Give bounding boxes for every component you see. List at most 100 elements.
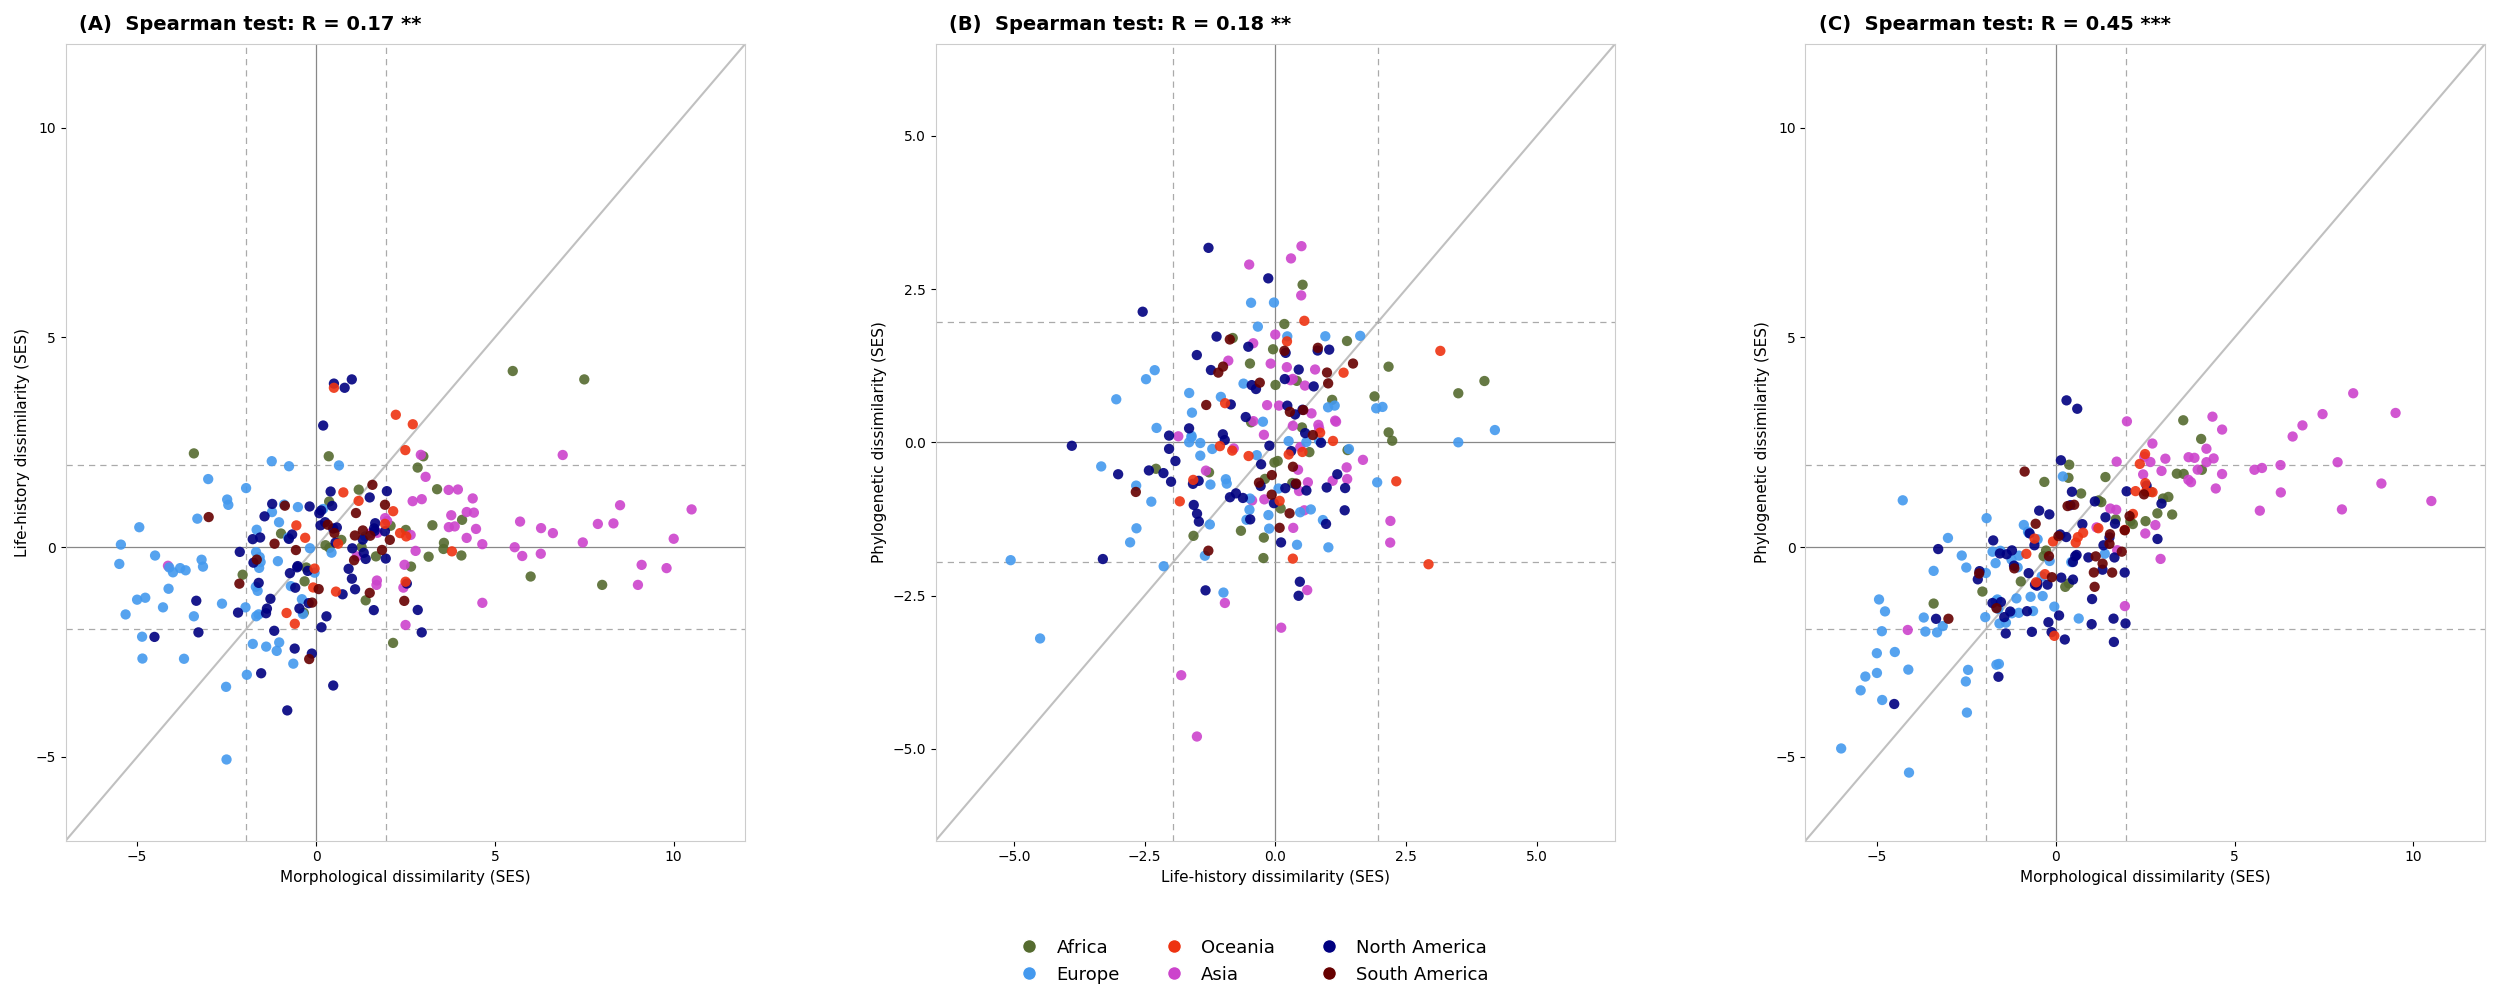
Point — [182, 552, 222, 568]
Point — [1282, 402, 1322, 418]
Point — [2042, 468, 2082, 484]
Point — [442, 547, 483, 563]
Point — [2018, 575, 2058, 591]
Point — [1245, 427, 1285, 443]
Point — [1248, 397, 1288, 413]
Point — [220, 544, 260, 560]
Point — [208, 751, 248, 767]
Point — [2188, 441, 2228, 457]
Point — [165, 562, 205, 578]
Point — [315, 380, 355, 396]
Point — [2030, 506, 2070, 522]
Point — [245, 605, 285, 621]
Point — [2062, 525, 2102, 541]
Point — [1298, 417, 1338, 433]
Point — [1098, 466, 1138, 482]
Point — [2142, 491, 2182, 507]
Point — [2412, 493, 2452, 509]
Point — [320, 457, 360, 473]
Point — [1958, 571, 1998, 587]
Point — [2322, 501, 2362, 517]
Point — [272, 526, 312, 542]
Point — [275, 616, 315, 632]
Y-axis label: Life-history dissimilarity (SES): Life-history dissimilarity (SES) — [15, 328, 30, 557]
Point — [253, 496, 292, 512]
Point — [258, 643, 298, 659]
Point — [265, 497, 305, 513]
Point — [1212, 443, 1252, 459]
Point — [2375, 405, 2415, 421]
Point — [1235, 381, 1275, 397]
Point — [292, 595, 332, 611]
Point — [308, 448, 348, 464]
Point — [2060, 485, 2100, 501]
Point — [1282, 419, 1322, 435]
Point — [2082, 537, 2122, 553]
Point — [1188, 240, 1228, 256]
Point — [1265, 371, 1305, 387]
Point — [1340, 328, 1380, 344]
Point — [1202, 359, 1242, 375]
Point — [1270, 404, 1310, 420]
Point — [1178, 473, 1218, 489]
Point — [1250, 438, 1290, 454]
Point — [322, 532, 362, 548]
Point — [312, 678, 352, 694]
Point — [1980, 616, 2020, 632]
Point — [2010, 525, 2050, 541]
Point — [355, 520, 395, 536]
Point — [1285, 502, 1325, 518]
Point — [280, 600, 320, 616]
Point — [1922, 618, 1962, 634]
Point — [578, 516, 618, 532]
Point — [2045, 579, 2085, 595]
Point — [1368, 424, 1407, 440]
Point — [398, 460, 437, 476]
Point — [392, 493, 432, 509]
Point — [268, 605, 308, 621]
Point — [1260, 493, 1300, 509]
Point — [122, 651, 162, 667]
Point — [1248, 270, 1288, 286]
Point — [238, 606, 278, 622]
Point — [150, 559, 190, 575]
Point — [1240, 375, 1280, 391]
Point — [1975, 555, 2015, 571]
Point — [2055, 548, 2095, 564]
Point — [2075, 493, 2115, 509]
Point — [1820, 740, 1860, 756]
Point — [310, 540, 350, 556]
Point — [370, 532, 410, 548]
Point — [1185, 548, 1225, 564]
Point — [2082, 494, 2122, 510]
Point — [335, 528, 375, 544]
Point — [2260, 484, 2300, 500]
Point — [1948, 560, 1988, 576]
Point — [1258, 481, 1298, 497]
Point — [1258, 453, 1298, 469]
Point — [1178, 506, 1218, 522]
Point — [2015, 516, 2055, 532]
Point — [1858, 665, 1898, 681]
Point — [2025, 543, 2065, 559]
Point — [265, 498, 305, 514]
Point — [312, 498, 352, 514]
Point — [2010, 589, 2050, 605]
Point — [2010, 525, 2050, 541]
Point — [2092, 565, 2132, 581]
Point — [1228, 448, 1268, 464]
Point — [2202, 422, 2242, 438]
Point — [357, 525, 398, 541]
Point — [2175, 450, 2215, 466]
Point — [1312, 433, 1352, 449]
Point — [288, 563, 328, 579]
Point — [240, 554, 280, 570]
Point — [238, 552, 278, 568]
Point — [520, 546, 560, 562]
Point — [1915, 611, 1955, 627]
Point — [270, 565, 310, 581]
Point — [295, 561, 335, 577]
Point — [1272, 520, 1312, 536]
Point — [1315, 413, 1355, 429]
Point — [372, 503, 413, 519]
